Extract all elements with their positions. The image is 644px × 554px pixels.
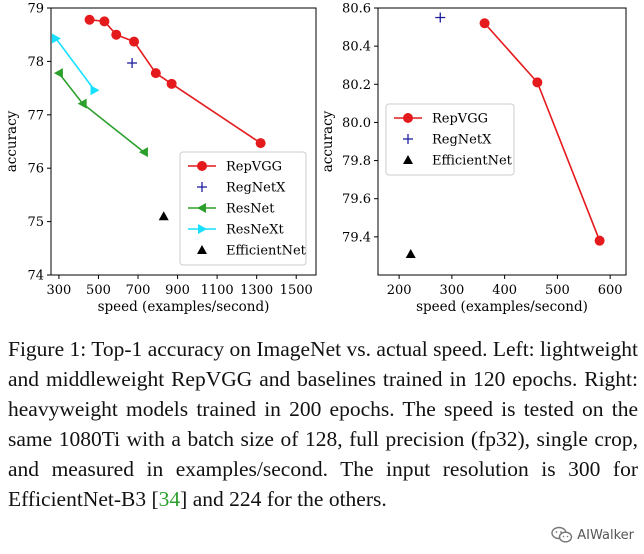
legend-marker bbox=[403, 134, 413, 144]
caption-text-start: Figure 1: Top-1 accuracy on ImageNet vs.… bbox=[8, 337, 638, 511]
legend: RepVGG RegNetX ResNet ResNeXt EfficientNet bbox=[179, 151, 307, 266]
legend-marker bbox=[197, 161, 207, 171]
y-axis-label: accuracy bbox=[320, 110, 336, 172]
legend-marker bbox=[198, 224, 207, 234]
legend-entry: EfficientNet bbox=[403, 154, 513, 169]
series-regnetx bbox=[127, 58, 138, 69]
legend-label: EfficientNet bbox=[432, 154, 513, 169]
data-point bbox=[479, 18, 490, 29]
citation-link[interactable]: 34 bbox=[158, 487, 181, 511]
watermark: AIWalker bbox=[551, 526, 634, 544]
legend-entry: RegNetX bbox=[197, 181, 286, 196]
plot-frame bbox=[377, 7, 627, 276]
y-tick-label: 79.6 bbox=[342, 192, 371, 207]
data-point bbox=[594, 235, 605, 246]
x-tick-label: 1300 bbox=[240, 283, 273, 298]
legend-entry: ResNeXt bbox=[188, 223, 284, 238]
figure-caption: Figure 1: Top-1 accuracy on ImageNet vs.… bbox=[8, 334, 638, 514]
y-tick-label: 78 bbox=[27, 55, 44, 70]
figure-charts: 300 500 700 900 1100 1300 1500 74 75 76 77 78 79 spee… bbox=[4, 2, 627, 315]
data-point bbox=[138, 147, 148, 158]
x-axis-label: speed (examples/second) bbox=[416, 299, 588, 315]
y-tick-label: 79.4 bbox=[342, 230, 371, 245]
series-line bbox=[55, 37, 96, 91]
data-point bbox=[405, 249, 416, 259]
legend-label: ResNet bbox=[226, 202, 275, 217]
y-tick-label: 79.8 bbox=[342, 154, 371, 169]
watermark-text: AIWalker bbox=[577, 527, 634, 543]
y-tick-label: 75 bbox=[27, 215, 44, 230]
data-point bbox=[51, 33, 61, 44]
data-point bbox=[84, 14, 95, 25]
legend-entry: ResNet bbox=[188, 202, 275, 217]
data-point bbox=[150, 68, 161, 79]
x-tick-label: 700 bbox=[126, 283, 151, 298]
legend: RepVGG RegNetX EfficientNet bbox=[385, 103, 515, 176]
series-efficientnet bbox=[405, 249, 416, 259]
series-regnetx bbox=[435, 12, 446, 23]
data-point bbox=[99, 16, 110, 27]
legend-marker bbox=[197, 245, 207, 254]
data-point bbox=[129, 36, 140, 47]
legend-label: RegNetX bbox=[432, 133, 492, 148]
legend-entry: RegNetX bbox=[403, 133, 492, 148]
data-point bbox=[255, 138, 266, 149]
series-resnext bbox=[51, 33, 100, 96]
x-tick-label: 300 bbox=[46, 283, 71, 298]
y-tick-label: 79 bbox=[27, 2, 44, 17]
data-point bbox=[532, 77, 543, 88]
wechat-icon bbox=[551, 526, 573, 543]
left-chart: 300 500 700 900 1100 1300 1500 74 75 76 77 78 79 spee… bbox=[4, 2, 317, 315]
legend-marker bbox=[197, 203, 206, 213]
data-point bbox=[77, 98, 87, 109]
legend-label: RepVGG bbox=[432, 112, 488, 127]
plot-frame bbox=[50, 7, 317, 276]
data-point bbox=[53, 68, 63, 79]
right-chart: 200 300 400 500 600 79.4 79.6 79.8 80.0 80.2 80.4 8… bbox=[320, 2, 627, 315]
legend-box bbox=[385, 103, 515, 176]
legend-entry: RepVGG bbox=[394, 112, 488, 127]
legend-label: RepVGG bbox=[226, 160, 282, 175]
series-resnet bbox=[53, 68, 148, 158]
legend-entry: RepVGG bbox=[188, 160, 282, 175]
y-tick-label: 76 bbox=[27, 162, 44, 177]
legend-marker bbox=[403, 113, 413, 123]
series-repvgg bbox=[84, 14, 266, 149]
legend-marker bbox=[403, 155, 413, 164]
legend-label: EfficientNet bbox=[226, 244, 307, 259]
legend-marker bbox=[197, 182, 207, 192]
data-point bbox=[90, 85, 100, 96]
x-tick-label: 400 bbox=[492, 283, 517, 298]
x-tick-label: 500 bbox=[545, 283, 570, 298]
series-efficientnet bbox=[158, 211, 169, 221]
legend-box bbox=[179, 151, 307, 266]
data-point bbox=[166, 78, 177, 89]
series-repvgg bbox=[479, 18, 605, 246]
legend-entry: EfficientNet bbox=[197, 244, 307, 259]
x-axis-label: speed (examples/second) bbox=[98, 299, 270, 315]
x-tick-label: 200 bbox=[387, 283, 412, 298]
data-point bbox=[111, 29, 122, 40]
x-tick-label: 1500 bbox=[280, 283, 313, 298]
x-tick-label: 900 bbox=[165, 283, 190, 298]
data-point bbox=[158, 211, 169, 221]
x-tick-label: 300 bbox=[439, 283, 464, 298]
y-tick-label: 77 bbox=[27, 108, 44, 123]
legend-label: RegNetX bbox=[226, 181, 286, 196]
y-tick-label: 80.4 bbox=[342, 40, 371, 55]
y-axis-label: accuracy bbox=[4, 110, 20, 172]
y-tick-label: 80.6 bbox=[342, 2, 371, 17]
x-tick-label: 500 bbox=[86, 283, 111, 298]
y-tick-label: 74 bbox=[27, 269, 44, 284]
y-tick-label: 80.2 bbox=[342, 78, 371, 93]
x-tick-label: 600 bbox=[598, 283, 623, 298]
series-line bbox=[58, 72, 145, 153]
x-tick-label: 1100 bbox=[201, 283, 234, 298]
data-point bbox=[435, 12, 446, 23]
data-point bbox=[127, 58, 138, 69]
legend-label: ResNeXt bbox=[226, 223, 284, 238]
caption-text-end: ] and 224 for the others. bbox=[180, 487, 387, 511]
y-tick-label: 80.0 bbox=[342, 116, 371, 131]
